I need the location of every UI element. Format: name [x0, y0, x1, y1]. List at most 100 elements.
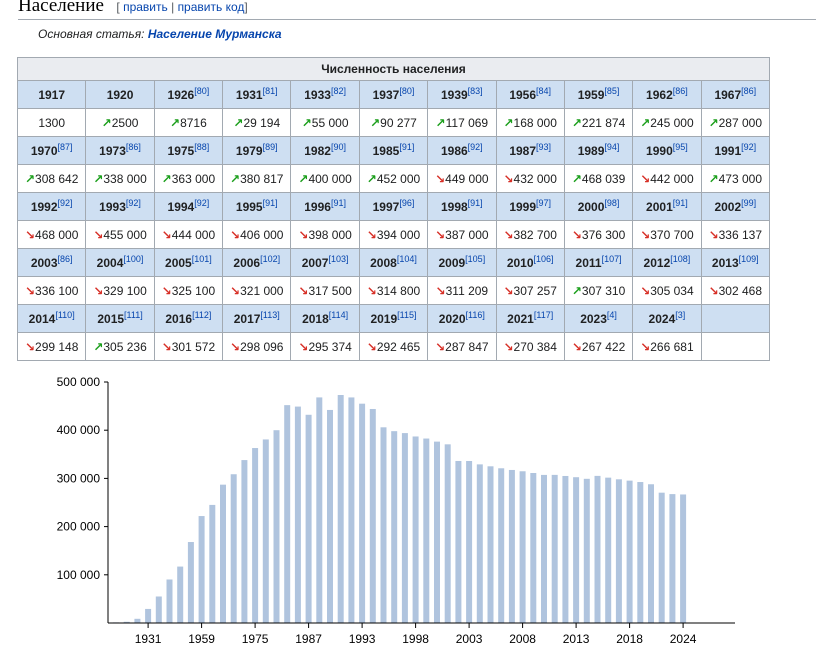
year-cell: 2024[3]	[632, 304, 702, 333]
value-cell: ↘336 137	[700, 220, 771, 249]
reference-link[interactable]: [82]	[330, 85, 346, 96]
year-cell: 1926[80]	[153, 80, 224, 109]
y-tick-label: 200 000	[57, 520, 101, 534]
reference-link[interactable]: [106]	[533, 253, 554, 264]
year-cell: 2009[105]	[427, 248, 497, 277]
year-row: 1970[87] 1973[86] 1975[88] 1979[89] 1982[90]…	[16, 136, 771, 165]
reference-link[interactable]: [92]	[741, 141, 757, 152]
reference-link[interactable]: [111]	[124, 309, 143, 320]
reference-link[interactable]: [95]	[672, 141, 688, 152]
bar	[230, 474, 237, 623]
year-cell: 1997[96]	[358, 192, 429, 221]
reference-link[interactable]: [92]	[125, 197, 141, 208]
reference-link[interactable]: [92]	[57, 197, 73, 208]
reference-link[interactable]: [91]	[330, 197, 346, 208]
reference-link[interactable]: [108]	[670, 253, 691, 264]
reference-link[interactable]: [112]	[192, 309, 212, 320]
year-label: 2015	[97, 311, 125, 326]
reference-link[interactable]: [92]	[467, 141, 483, 152]
reference-link[interactable]: [80]	[194, 85, 210, 96]
population-value: 302 468	[718, 283, 763, 298]
reference-link[interactable]: [109]	[738, 253, 759, 264]
population-value: 168 000	[513, 115, 557, 130]
reference-link[interactable]: [94]	[604, 141, 620, 152]
reference-link[interactable]: [100]	[123, 253, 144, 264]
reference-link[interactable]: [103]	[328, 253, 349, 264]
bar	[145, 608, 152, 623]
value-cell: ↘370 700	[632, 220, 702, 249]
bar	[583, 478, 590, 623]
reference-link[interactable]: [93]	[536, 141, 552, 152]
reference-link[interactable]: [86]	[741, 85, 757, 96]
reference-link[interactable]: [107]	[601, 253, 622, 264]
section-title: Население	[18, 0, 104, 16]
reference-link[interactable]: [96]	[399, 197, 415, 208]
edit-link[interactable]: править	[123, 0, 168, 14]
population-value: 221 874	[581, 115, 626, 130]
reference-link[interactable]: [84]	[536, 85, 552, 96]
main-article-link[interactable]: Население Мурманска	[147, 27, 282, 41]
value-cell: ↘382 700	[495, 220, 565, 249]
reference-link[interactable]: [102]	[260, 253, 281, 264]
reference-link[interactable]: [110]	[55, 309, 75, 320]
year-label: 1995	[235, 199, 263, 214]
bar	[380, 427, 387, 623]
reference-link[interactable]: [116]	[465, 309, 485, 320]
year-label: 2009	[438, 255, 466, 270]
reference-link[interactable]: [86]	[125, 141, 141, 152]
population-value: 455 000	[103, 227, 147, 242]
reference-link[interactable]: [85]	[604, 85, 620, 96]
x-tick-label: 2008	[509, 632, 536, 646]
trend-up-icon: ↗	[230, 171, 241, 186]
population-value: 452 000	[376, 171, 421, 186]
reference-link[interactable]: [117]	[533, 309, 554, 320]
reference-link[interactable]: [81]	[262, 85, 278, 96]
reference-link[interactable]: [4]	[606, 309, 617, 320]
reference-link[interactable]: [99]	[741, 197, 757, 208]
year-label: 1999	[509, 199, 537, 214]
reference-link[interactable]: [89]	[262, 141, 278, 152]
reference-link[interactable]: [91]	[399, 141, 415, 152]
population-value: 1300	[38, 115, 66, 130]
year-cell: 1992[92]	[16, 192, 87, 221]
trend-down-icon: ↘	[366, 227, 377, 242]
population-value: 307 257	[513, 283, 557, 298]
bar	[155, 596, 162, 623]
reference-link[interactable]: [97]	[536, 197, 552, 208]
reference-link[interactable]: [115]	[397, 309, 417, 320]
bar	[305, 414, 312, 623]
reference-link[interactable]: [104]	[396, 253, 417, 264]
year-cell: 1999[97]	[495, 192, 565, 221]
reference-link[interactable]: [92]	[194, 197, 210, 208]
reference-link[interactable]: [91]	[467, 197, 483, 208]
population-value: 336 137	[718, 227, 763, 242]
year-label: 1933	[304, 87, 331, 102]
reference-link[interactable]: [86]	[672, 85, 688, 96]
reference-link[interactable]: [105]	[465, 253, 486, 264]
bar	[220, 484, 226, 623]
reference-link[interactable]: [83]	[467, 85, 483, 96]
bar	[455, 460, 462, 623]
reference-link[interactable]: [98]	[604, 197, 620, 208]
year-cell: 2015[111]	[85, 304, 155, 333]
reference-link[interactable]: [88]	[194, 141, 210, 152]
reference-link[interactable]: [91]	[672, 197, 688, 208]
reference-link[interactable]: [101]	[191, 253, 212, 264]
reference-link[interactable]: [114]	[328, 309, 349, 320]
reference-link[interactable]: [91]	[262, 197, 278, 208]
trend-down-icon: ↘	[230, 339, 241, 354]
year-cell: 1937[80]	[358, 80, 429, 109]
reference-link[interactable]: [80]	[399, 85, 415, 96]
year-cell: 2001[91]	[632, 192, 702, 221]
bar	[401, 433, 408, 623]
reference-link[interactable]: [113]	[260, 309, 280, 320]
year-label: 2008	[370, 255, 397, 270]
edit-code-link[interactable]: править код	[177, 0, 245, 14]
trend-up-icon: ↗	[93, 171, 104, 186]
reference-link[interactable]: [3]	[675, 309, 686, 320]
reference-link[interactable]: [86]	[57, 253, 73, 264]
reference-link[interactable]: [90]	[330, 141, 346, 152]
year-cell: 1996[91]	[290, 192, 360, 221]
population-value: 298 096	[240, 339, 284, 354]
reference-link[interactable]: [87]	[57, 141, 73, 152]
